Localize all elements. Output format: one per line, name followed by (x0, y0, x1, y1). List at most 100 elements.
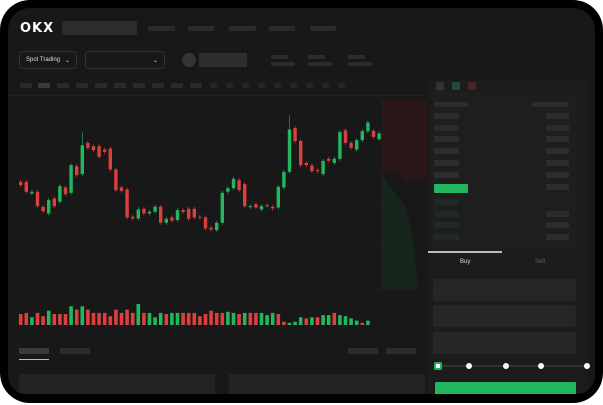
slider-stop[interactable] (584, 363, 590, 369)
timeframe-button[interactable] (152, 83, 164, 88)
candle-body (203, 217, 208, 229)
slider-handle[interactable] (434, 362, 442, 370)
chevron-down-icon: ⌄ (152, 57, 158, 64)
candle-body (355, 140, 359, 150)
nav-item[interactable] (229, 26, 256, 31)
amount-input[interactable] (433, 305, 576, 327)
app-screen: OKX Spot Trading ⌄ ⌄ Buy Sell (8, 8, 595, 394)
volume-bar (41, 316, 45, 325)
tab-buy[interactable]: Buy (460, 259, 471, 265)
camera-icon[interactable] (306, 83, 313, 88)
divider (8, 95, 428, 96)
line-icon[interactable] (274, 83, 281, 88)
orderbook-bids-icon[interactable] (452, 82, 460, 90)
volume-bar (102, 312, 107, 325)
last-price (434, 184, 468, 193)
bid-price (434, 199, 459, 205)
indicator-icon[interactable] (210, 83, 217, 88)
volume-bar (181, 312, 185, 325)
volume-bar (97, 312, 101, 325)
timeframe-button[interactable] (114, 83, 126, 88)
candle-body (24, 181, 28, 192)
asset-card (19, 374, 215, 394)
ask-size (546, 148, 569, 154)
ask-size (546, 172, 569, 178)
timeframe-button[interactable] (38, 83, 50, 88)
timeframe-button[interactable] (190, 83, 202, 88)
nav-item[interactable] (269, 26, 295, 31)
candle-body (103, 149, 107, 152)
volume-bar (158, 312, 163, 325)
pencil-icon[interactable] (290, 83, 297, 88)
volume-bar (254, 312, 258, 325)
settings-icon[interactable] (322, 83, 329, 88)
asset-card (229, 374, 425, 394)
market-type-select[interactable]: Spot Trading ⌄ (19, 51, 77, 69)
volume-bar (30, 317, 34, 325)
candle-body (226, 188, 230, 192)
buy-button[interactable] (435, 382, 576, 394)
depth-bids-area (381, 173, 427, 290)
chevron-down-icon[interactable] (258, 83, 265, 88)
candle-body (360, 131, 364, 141)
candle-body (282, 171, 286, 188)
candle-body (30, 191, 34, 194)
timeframe-button[interactable] (76, 83, 88, 88)
percent-slider[interactable] (438, 365, 588, 367)
slider-stop[interactable] (538, 363, 544, 369)
price-input[interactable] (433, 279, 576, 301)
candle-body (147, 211, 152, 214)
candle-body (159, 206, 163, 223)
slider-stop[interactable] (503, 363, 509, 369)
candle-body (97, 146, 101, 157)
tab-sell[interactable]: Sell (535, 259, 546, 265)
candle-body (52, 198, 56, 207)
volume-bar (69, 306, 73, 325)
fullscreen-icon[interactable] (338, 83, 345, 88)
draw-icon[interactable] (242, 83, 249, 88)
volume-bar (310, 317, 314, 325)
stat-label (308, 55, 325, 59)
ask-price (434, 136, 459, 142)
volume-bar (366, 320, 370, 325)
timeframe-button[interactable] (95, 83, 107, 88)
nav-item[interactable] (310, 26, 336, 31)
chevron-down-icon[interactable] (226, 83, 233, 88)
tab-open-orders[interactable] (19, 348, 49, 354)
volume-bar (63, 314, 68, 325)
volume-bar (231, 312, 236, 325)
orderbook-asks-icon[interactable] (468, 82, 476, 90)
market-type-label: Spot Trading (26, 57, 61, 63)
timeframe-button[interactable] (171, 83, 183, 88)
nav-item[interactable] (148, 26, 175, 31)
timeframe-button[interactable] (20, 83, 32, 88)
tab-underline (19, 359, 49, 360)
volume-bar (343, 316, 348, 325)
chevron-down-icon: ⌄ (64, 57, 70, 64)
candle-body (293, 127, 297, 142)
trading-pair-select[interactable]: ⌄ (85, 51, 165, 69)
volume-bar (136, 304, 141, 325)
slider-stop[interactable] (466, 363, 472, 369)
timeframe-button[interactable] (133, 83, 145, 88)
filter-button[interactable] (348, 348, 378, 354)
candle-body (153, 206, 157, 212)
candle-body (209, 227, 213, 230)
filter-button[interactable] (386, 348, 416, 354)
volume-bar (192, 312, 197, 325)
orderbook-both-icon[interactable] (436, 82, 444, 90)
candle-body (175, 210, 180, 221)
timeframe-button[interactable] (57, 83, 69, 88)
nav-item[interactable] (188, 26, 214, 31)
volume-bar (209, 310, 213, 325)
ask-size (546, 113, 569, 119)
candle-body (231, 178, 236, 189)
tab-order-history[interactable] (60, 348, 90, 354)
search-bar[interactable] (62, 21, 137, 35)
candle-body (187, 208, 191, 219)
depth-asks-area (381, 100, 427, 180)
total-input[interactable] (433, 332, 576, 354)
candle-body (315, 170, 320, 172)
bid-price (434, 222, 459, 228)
bid-price (434, 211, 459, 217)
